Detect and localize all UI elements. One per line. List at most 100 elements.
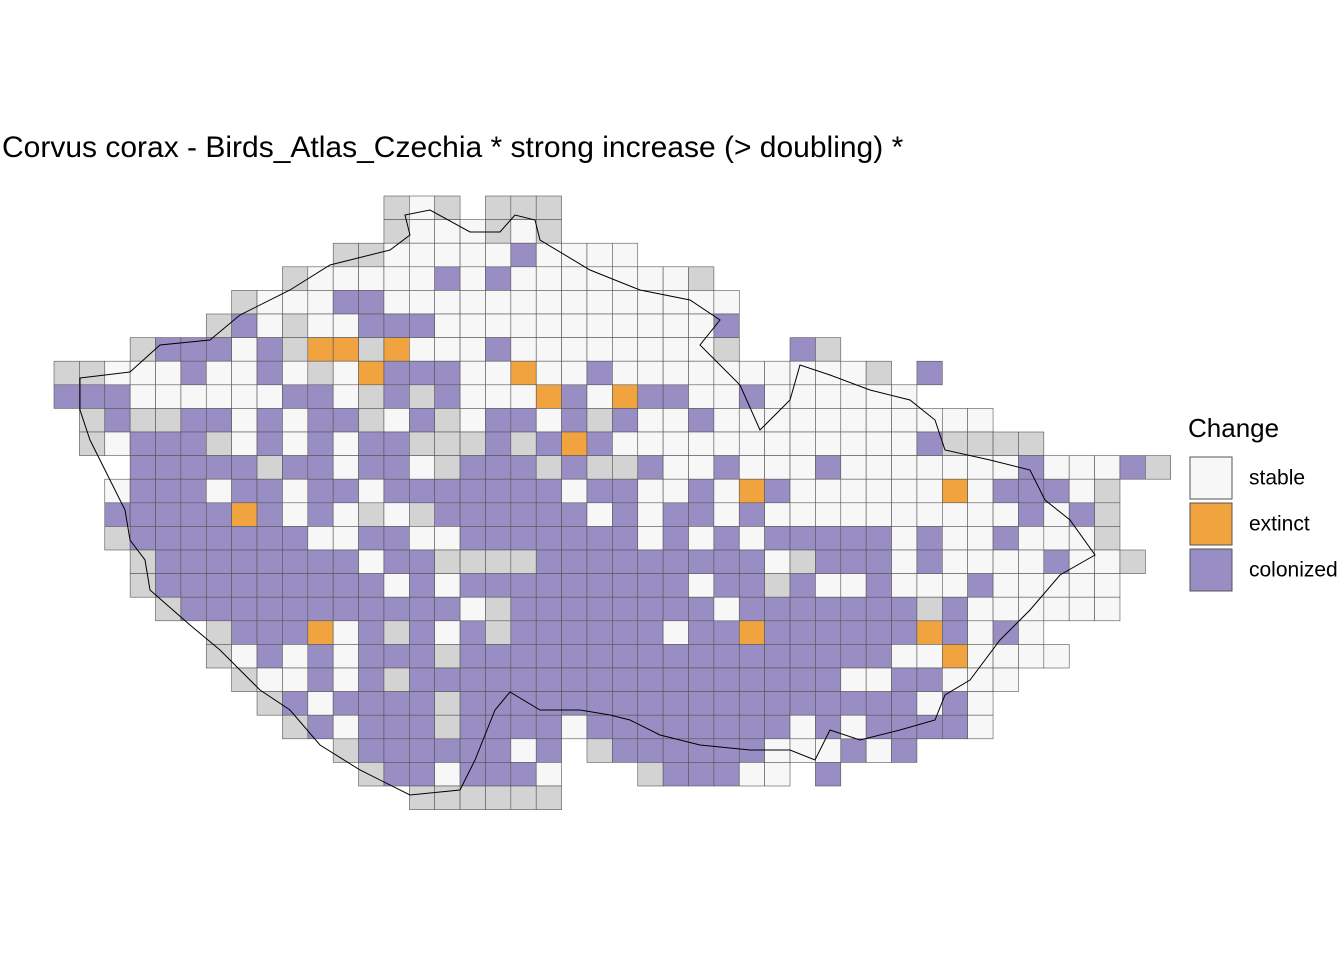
grid-cell	[307, 573, 334, 598]
grid-cell	[561, 360, 588, 386]
grid-cell	[586, 620, 613, 645]
grid-cell	[764, 644, 791, 669]
grid-cell	[510, 219, 537, 244]
grid-cell	[459, 219, 486, 244]
grid-cell	[510, 455, 537, 480]
grid-cell	[155, 478, 182, 504]
grid-cell	[535, 762, 562, 787]
grid-cell	[358, 667, 385, 692]
grid-cell	[916, 644, 943, 669]
grid-cell	[231, 431, 258, 456]
grid-cell	[688, 455, 715, 480]
grid-cell	[409, 549, 436, 574]
grid-cell	[612, 360, 639, 386]
grid-cell	[586, 596, 613, 622]
grid-cell	[510, 762, 537, 787]
grid-cell	[459, 667, 486, 692]
grid-cell	[916, 455, 943, 480]
grid-cell	[688, 738, 715, 763]
country-border	[79, 209, 1096, 796]
grid-cell	[967, 620, 994, 645]
grid-cell	[1119, 455, 1146, 480]
grid-cell	[586, 644, 613, 669]
grid-cell	[459, 384, 486, 409]
grid-cell	[485, 667, 512, 692]
grid-cell	[713, 408, 740, 433]
grid-cell	[789, 573, 816, 598]
grid-cell	[815, 667, 842, 692]
grid-cell	[231, 644, 258, 669]
grid-cell	[764, 455, 791, 480]
grid-cell	[256, 691, 283, 716]
grid-cell	[383, 738, 410, 763]
grid-cell	[967, 691, 994, 716]
grid-cell	[256, 337, 283, 362]
grid-cell	[358, 762, 385, 787]
grid-cell	[840, 596, 867, 622]
grid-cell	[688, 644, 715, 669]
grid-cell	[891, 644, 918, 669]
grid-cell	[1145, 455, 1172, 480]
grid-cell	[891, 738, 918, 763]
grid-cell	[713, 313, 740, 338]
grid-cell	[840, 478, 867, 504]
grid-cell	[688, 384, 715, 409]
grid-cell	[662, 337, 689, 362]
grid-cell	[231, 384, 258, 409]
grid-cell	[612, 337, 639, 362]
grid-cell	[815, 691, 842, 716]
grid-cell	[383, 242, 410, 268]
grid-cell	[865, 549, 892, 574]
grid-cell	[459, 502, 486, 527]
grid-cell	[688, 526, 715, 551]
grid-cell	[738, 549, 765, 574]
grid-cell	[1094, 596, 1121, 622]
grid-cell	[332, 620, 359, 645]
grid-cell	[535, 573, 562, 598]
grid-cell	[1018, 526, 1045, 551]
grid-cell	[510, 478, 537, 504]
grid-cell	[332, 644, 359, 669]
grid-cell	[1094, 573, 1121, 598]
grid-cell	[129, 408, 156, 433]
grid-cell	[865, 478, 892, 504]
grid-cell	[815, 478, 842, 504]
grid-cell	[738, 455, 765, 480]
grid-cell	[307, 667, 334, 692]
grid-cell	[282, 644, 309, 669]
grid-cell	[586, 573, 613, 598]
grid-cell	[434, 714, 461, 740]
grid-cell	[510, 337, 537, 362]
grid-cell	[815, 644, 842, 669]
grid-cell	[738, 762, 765, 787]
grid-cell	[434, 596, 461, 622]
grid-cell	[586, 478, 613, 504]
grid-cell	[688, 360, 715, 386]
grid-cell	[738, 667, 765, 692]
grid-cell	[434, 242, 461, 268]
grid-cell	[586, 313, 613, 338]
grid-cell	[535, 195, 562, 220]
grid-cell	[764, 691, 791, 716]
grid-cell	[205, 644, 232, 669]
grid-cell	[282, 691, 309, 716]
grid-cell	[535, 455, 562, 480]
grid-cell	[764, 667, 791, 692]
grid-cell	[561, 526, 588, 551]
grid-cell	[155, 455, 182, 480]
grid-cell	[256, 313, 283, 338]
grid-cell	[383, 408, 410, 433]
grid-cell	[637, 549, 664, 574]
grid-cell	[688, 431, 715, 456]
grid-cell	[485, 313, 512, 338]
grid-cell	[459, 290, 486, 315]
legend-title: Change	[1188, 413, 1279, 443]
grid-cell	[1043, 549, 1070, 574]
grid-cell	[764, 762, 791, 787]
grid-cell	[637, 691, 664, 716]
grid-cell	[764, 573, 791, 598]
grid-cell	[409, 762, 436, 787]
grid-cell	[358, 455, 385, 480]
grid-cell	[764, 526, 791, 551]
grid-cell	[561, 644, 588, 669]
